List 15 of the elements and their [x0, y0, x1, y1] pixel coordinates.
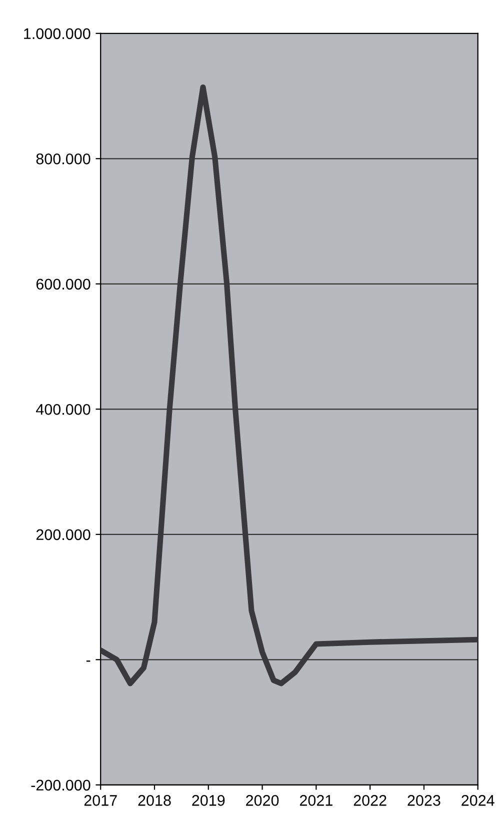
x-tick-label: 2021 — [300, 795, 332, 806]
x-tick-label: 2017 — [84, 795, 117, 806]
y-tick-label: 600.000 — [36, 278, 90, 290]
y-tick-label: 1.000.000 — [24, 28, 90, 40]
x-tick-label: 2019 — [192, 795, 225, 806]
x-tick-label: 2018 — [138, 795, 171, 806]
x-tick-label: 2022 — [354, 795, 386, 806]
y-tick-label: - — [86, 660, 90, 662]
y-tick-label: 800.000 — [36, 154, 90, 164]
x-tick-label: 2020 — [246, 795, 279, 806]
x-tick-label: 2024 — [462, 795, 494, 806]
y-tick-label: 400.000 — [36, 404, 90, 415]
y-tick-label: -200.000 — [31, 780, 90, 791]
y-tick-label: 200.000 — [36, 529, 90, 540]
x-tick-label: 2023 — [408, 795, 440, 806]
